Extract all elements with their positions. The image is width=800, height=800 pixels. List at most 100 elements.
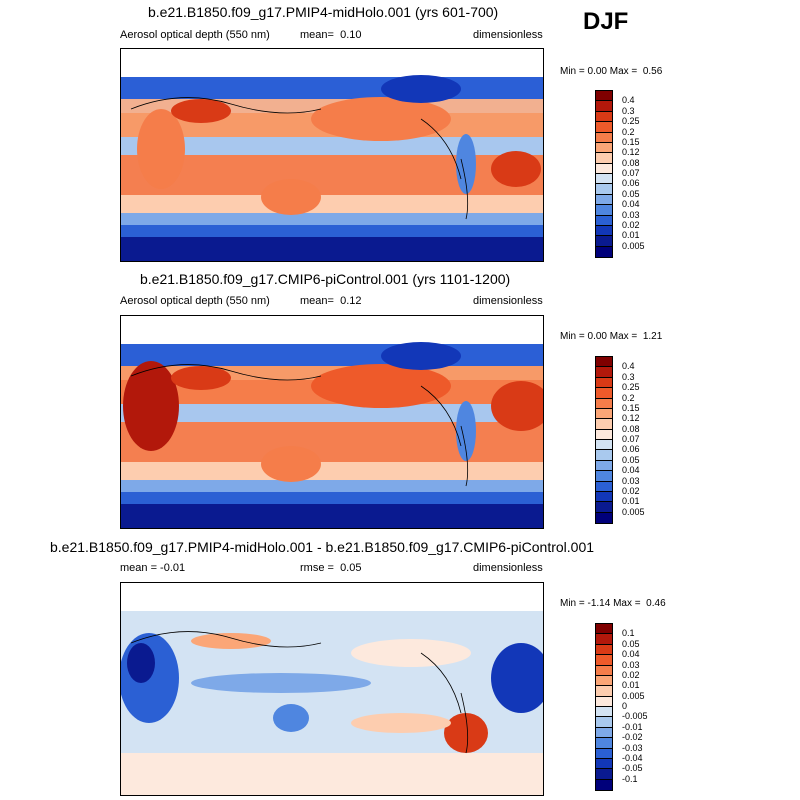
colorbar-label: 0.03 [622,209,640,220]
map-field [121,316,543,528]
colorbar-swatch [596,357,612,368]
max-key: Max = [609,331,638,342]
colorbar-label: 0.03 [622,475,640,486]
colorbar-label: 0.04 [622,465,640,476]
colorbar-swatch [596,769,612,780]
min-value: 0.00 [587,331,607,342]
units-label: dimensionless [473,295,543,307]
colorbar-label: 0.3 [622,105,635,116]
season-label: DJF [583,8,629,35]
panel-title: b.e21.B1850.f09_g17.PMIP4-midHolo.001 (y… [148,4,499,20]
colorbar-swatch [596,491,612,503]
colorbar-swatch [596,717,612,728]
map-field [121,583,543,795]
colorbar [595,90,613,258]
mean-key: mean= [300,29,334,41]
colorbar-label: -0.03 [622,742,643,753]
colorbar-swatch [596,398,612,409]
min-max: Min = 0.00 Max = 1.21 [560,331,662,342]
colorbar-label: 0.06 [622,178,640,189]
units-label: dimensionless [473,562,543,574]
colorbar-label: 0.12 [622,147,640,158]
colorbar-swatch [596,696,612,707]
units-label: dimensionless [473,29,543,41]
mean-stat: mean= 0.10 [300,29,362,41]
max-key: Max = [613,598,641,609]
colorbar-label: 0 [622,701,628,711]
colorbar-label: 0.07 [622,168,640,178]
rmse-value: 0.05 [340,562,362,574]
colorbar-label: 0.1 [622,628,635,639]
colorbar-label: 0.02 [622,669,640,680]
colorbar-swatch [596,163,612,174]
mean-stat: mean = -0.01 [120,562,186,574]
colorbar-swatch [596,388,612,399]
colorbar-label: 0.05 [622,454,640,465]
min-max: Min = 0.00 Max = 0.56 [560,66,662,77]
colorbar-swatch [596,450,612,461]
min-key: Min = [560,331,585,342]
panel-title: b.e21.B1850.f09_g17.PMIP4-midHolo.001 - … [50,539,595,555]
colorbar-swatch [596,225,612,237]
colorbar-label: 0.06 [622,444,640,455]
colorbar-label: -0.005 [622,711,648,722]
map-plot [120,582,544,796]
map-plot [120,315,544,529]
colorbar-label: 0.4 [622,361,635,372]
colorbar-label: 0.08 [622,423,640,434]
colorbar-label: 0.25 [622,116,640,127]
colorbar-label: 0.01 [622,496,640,507]
map-field [121,49,543,261]
colorbar-swatch [596,408,612,420]
colorbar-swatch [596,184,612,195]
min-max: Min = -1.14 Max = 0.46 [560,598,666,609]
map-plot [120,48,544,262]
colorbar-label: -0.04 [622,752,643,763]
mean-stat: mean= 0.12 [300,295,362,307]
max-value: 1.21 [642,331,663,342]
colorbar-swatch [596,738,612,749]
colorbar [595,623,613,791]
colorbar-swatch [596,460,612,472]
rmse-key: rmse = [300,562,334,574]
colorbar-label: 0.05 [622,188,640,199]
colorbar-swatch [596,101,612,112]
colorbar-swatch [596,779,612,790]
colorbar-swatch [596,471,612,482]
mean-value: 0.10 [340,29,362,41]
colorbar-swatch [596,91,612,102]
min-key: Min = [560,66,585,77]
colorbar-label: 0.2 [622,126,635,137]
colorbar-swatch [596,665,612,676]
colorbar-label: 0.04 [622,649,640,660]
colorbar-swatch [596,377,612,389]
colorbar-swatch [596,174,612,185]
colorbar-label: 0.005 [622,506,645,517]
colorbar-swatch [596,419,612,430]
min-value: 0.00 [587,66,607,77]
colorbar-label: 0.01 [622,230,640,241]
colorbar-label: 0.005 [622,240,645,251]
colorbar [595,356,613,524]
colorbar-swatch [596,142,612,154]
colorbar-label: -0.02 [622,732,643,743]
variable-label: Aerosol optical depth (550 nm) [120,29,270,41]
variable-label: Aerosol optical depth (550 nm) [120,295,270,307]
colorbar-swatch [596,675,612,687]
colorbar-label: -0.05 [622,763,643,774]
colorbar-swatch [596,686,612,697]
colorbar-swatch [596,205,612,216]
colorbar-swatch [596,727,612,739]
colorbar-label: 0.2 [622,392,635,403]
colorbar-swatch [596,132,612,143]
mean-key: mean= [300,295,334,307]
min-key: Min = [560,598,585,609]
colorbar-label: 0.25 [622,382,640,393]
colorbar-swatch [596,122,612,133]
rmse-stat: rmse = 0.05 [300,562,361,574]
colorbar-swatch [596,367,612,378]
colorbar-swatch [596,644,612,656]
colorbar-swatch [596,246,612,257]
colorbar-swatch [596,236,612,247]
max-value: 0.56 [642,66,663,77]
